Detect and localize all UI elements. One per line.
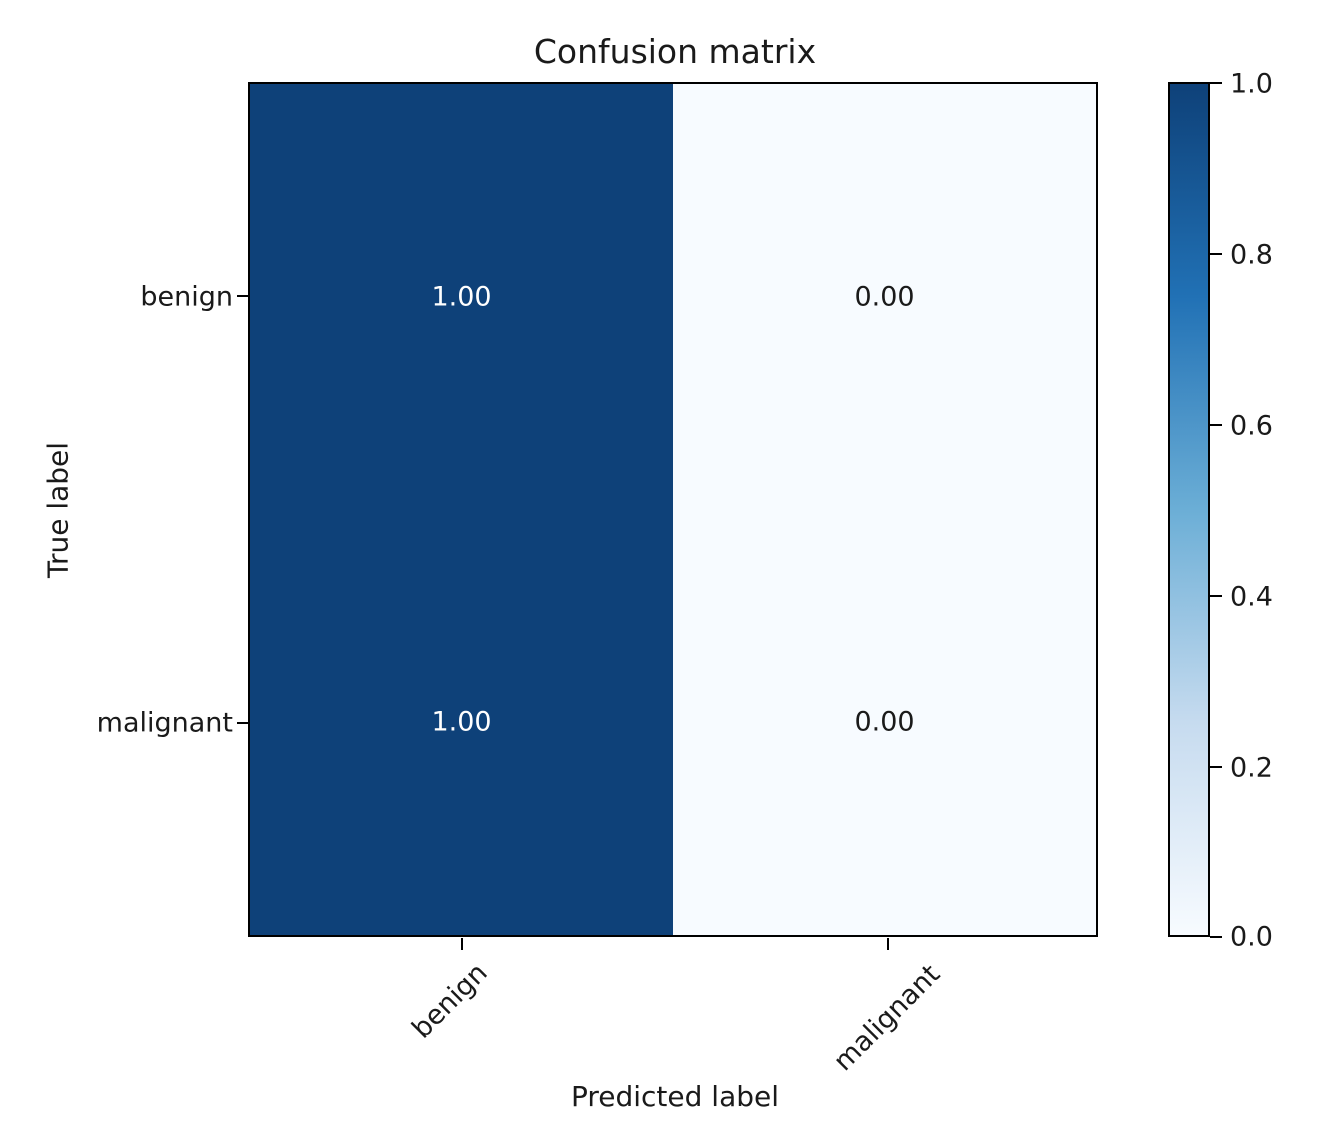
heatmap-plot-area: 1.00 0.00 1.00 0.00 bbox=[248, 82, 1098, 937]
heatmap-cell-true-benign-pred-benign bbox=[250, 84, 673, 510]
cell-value-label: 1.00 bbox=[431, 281, 492, 313]
chart-title: Confusion matrix bbox=[533, 32, 817, 71]
colorbar-tick-label: 0.4 bbox=[1230, 581, 1273, 613]
colorbar-tick-label: 0.6 bbox=[1230, 410, 1273, 442]
heatmap-cell-true-malignant-pred-malignant bbox=[673, 509, 1096, 935]
y-tick-label-malignant: malignant bbox=[96, 707, 233, 739]
cell-value-label: 1.00 bbox=[431, 706, 492, 738]
y-axis-title: True label bbox=[41, 441, 75, 579]
colorbar-gradient bbox=[1168, 82, 1210, 937]
x-axis-title: Predicted label bbox=[570, 1080, 780, 1113]
cell-value-label: 0.00 bbox=[854, 706, 915, 738]
colorbar-tick-mark bbox=[1210, 82, 1222, 84]
colorbar-tick-label: 0.0 bbox=[1230, 921, 1273, 953]
colorbar-tick-mark bbox=[1210, 936, 1222, 938]
x-tick-label-malignant: malignant bbox=[827, 958, 947, 1078]
x-axis-tick-mark bbox=[461, 938, 463, 950]
y-axis-tick-mark bbox=[237, 722, 248, 724]
colorbar-tick-label: 1.0 bbox=[1230, 68, 1273, 100]
y-tick-label-benign: benign bbox=[140, 281, 233, 313]
colorbar-tick-mark bbox=[1210, 595, 1222, 597]
y-axis-tick-mark bbox=[237, 295, 248, 297]
x-axis-tick-mark bbox=[887, 938, 889, 950]
heatmap-cell-true-malignant-pred-benign bbox=[250, 509, 673, 935]
colorbar-tick-mark bbox=[1210, 424, 1222, 426]
colorbar-tick-label: 0.2 bbox=[1230, 752, 1273, 784]
colorbar-tick-label: 0.8 bbox=[1230, 239, 1273, 271]
colorbar-tick-mark bbox=[1210, 253, 1222, 255]
x-tick-label-benign: benign bbox=[406, 957, 494, 1045]
colorbar-tick-mark bbox=[1210, 766, 1222, 768]
heatmap-cell-true-benign-pred-malignant bbox=[673, 84, 1096, 510]
cell-value-label: 0.00 bbox=[854, 281, 915, 313]
